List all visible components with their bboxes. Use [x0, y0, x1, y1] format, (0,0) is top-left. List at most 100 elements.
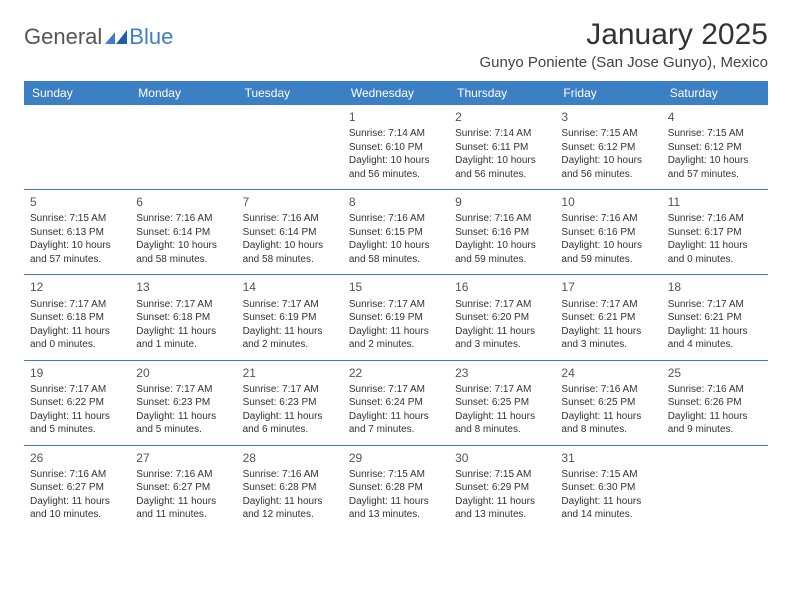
daylight-text: Daylight: 11 hours and 9 minutes. — [668, 410, 762, 437]
day-number: 14 — [243, 279, 337, 295]
sunset-text: Sunset: 6:12 PM — [561, 141, 655, 155]
sunset-text: Sunset: 6:23 PM — [136, 396, 230, 410]
calendar-day: 31Sunrise: 7:15 AMSunset: 6:30 PMDayligh… — [555, 446, 661, 530]
sunrise-text: Sunrise: 7:17 AM — [349, 383, 443, 397]
daylight-text: Daylight: 10 hours and 58 minutes. — [136, 239, 230, 266]
sunrise-text: Sunrise: 7:17 AM — [349, 298, 443, 312]
sunset-text: Sunset: 6:11 PM — [455, 141, 549, 155]
sunrise-text: Sunrise: 7:17 AM — [30, 383, 124, 397]
sunrise-text: Sunrise: 7:17 AM — [561, 298, 655, 312]
calendar-day: 27Sunrise: 7:16 AMSunset: 6:27 PMDayligh… — [130, 446, 236, 530]
day-number: 5 — [30, 194, 124, 210]
daylight-text: Daylight: 10 hours and 58 minutes. — [349, 239, 443, 266]
sunset-text: Sunset: 6:24 PM — [349, 396, 443, 410]
sunset-text: Sunset: 6:29 PM — [455, 481, 549, 495]
calendar-day: 25 Sunrise: 7:16 AMSunset: 6:26 PMDayligh… — [662, 361, 768, 445]
calendar-day: 9Sunrise: 7:16 AMSunset: 6:16 PMDaylight… — [449, 190, 555, 274]
calendar-day: 12Sunrise: 7:17 AMSunset: 6:18 PMDayligh… — [24, 275, 130, 359]
daylight-text: Daylight: 10 hours and 56 minutes. — [561, 154, 655, 181]
daylight-text: Daylight: 11 hours and 11 minutes. — [136, 495, 230, 522]
day-number: 28 — [243, 450, 337, 466]
calendar-day: 14Sunrise: 7:17 AMSunset: 6:19 PMDayligh… — [237, 275, 343, 359]
sunset-text: Sunset: 6:17 PM — [668, 226, 762, 240]
sunrise-text: Sunrise: 7:15 AM — [349, 468, 443, 482]
calendar-day: 6Sunrise: 7:16 AMSunset: 6:14 PMDaylight… — [130, 190, 236, 274]
day-number: 2 — [455, 109, 549, 125]
sunset-text: Sunset: 6:28 PM — [243, 481, 337, 495]
daylight-text: Daylight: 10 hours and 56 minutes. — [455, 154, 549, 181]
day-number: 19 — [30, 365, 124, 381]
daylight-text: Daylight: 11 hours and 13 minutes. — [349, 495, 443, 522]
calendar-day: 10Sunrise: 7:16 AMSunset: 6:16 PMDayligh… — [555, 190, 661, 274]
day-number: 6 — [136, 194, 230, 210]
daylight-text: Daylight: 10 hours and 59 minutes. — [455, 239, 549, 266]
calendar-day: 20Sunrise: 7:17 AMSunset: 6:23 PMDayligh… — [130, 361, 236, 445]
day-number: 29 — [349, 450, 443, 466]
daylight-text: Daylight: 10 hours and 56 minutes. — [349, 154, 443, 181]
sunset-text: Sunset: 6:10 PM — [349, 141, 443, 155]
daylight-text: Daylight: 10 hours and 57 minutes. — [668, 154, 762, 181]
calendar-header-row: Sunday Monday Tuesday Wednesday Thursday… — [24, 81, 768, 105]
day-number: 27 — [136, 450, 230, 466]
page-title: January 2025 — [480, 18, 769, 52]
sunrise-text: Sunrise: 7:16 AM — [30, 468, 124, 482]
daylight-text: Daylight: 11 hours and 8 minutes. — [455, 410, 549, 437]
logo-text-general: General — [24, 24, 102, 50]
logo: General Blue — [24, 24, 173, 50]
sunset-text: Sunset: 6:25 PM — [561, 396, 655, 410]
daylight-text: Daylight: 11 hours and 4 minutes. — [668, 325, 762, 352]
header-wednesday: Wednesday — [343, 81, 449, 105]
sunrise-text: Sunrise: 7:15 AM — [30, 212, 124, 226]
day-number: 3 — [561, 109, 655, 125]
calendar-day: 1Sunrise: 7:14 AMSunset: 6:10 PMDaylight… — [343, 105, 449, 189]
sunrise-text: Sunrise: 7:16 AM — [349, 212, 443, 226]
calendar-day: 19Sunrise: 7:17 AMSunset: 6:22 PMDayligh… — [24, 361, 130, 445]
day-number: 18 — [668, 279, 762, 295]
sunset-text: Sunset: 6:26 PM — [668, 396, 762, 410]
sunset-text: Sunset: 6:18 PM — [30, 311, 124, 325]
sunset-text: Sunset: 6:16 PM — [561, 226, 655, 240]
daylight-text: Daylight: 10 hours and 58 minutes. — [243, 239, 337, 266]
sunset-text: Sunset: 6:18 PM — [136, 311, 230, 325]
sunrise-text: Sunrise: 7:14 AM — [455, 127, 549, 141]
day-number: 22 — [349, 365, 443, 381]
sunrise-text: Sunrise: 7:16 AM — [243, 468, 337, 482]
day-number: 11 — [668, 194, 762, 210]
title-block: January 2025 Gunyo Poniente (San Jose Gu… — [480, 18, 769, 71]
sunrise-text: Sunrise: 7:16 AM — [668, 383, 762, 397]
calendar-day — [237, 105, 343, 189]
sunset-text: Sunset: 6:14 PM — [243, 226, 337, 240]
calendar-day: 26Sunrise: 7:16 AMSunset: 6:27 PMDayligh… — [24, 446, 130, 530]
day-number: 4 — [668, 109, 762, 125]
day-number: 13 — [136, 279, 230, 295]
sunrise-text: Sunrise: 7:16 AM — [561, 212, 655, 226]
daylight-text: Daylight: 11 hours and 1 minute. — [136, 325, 230, 352]
header-saturday: Saturday — [662, 81, 768, 105]
calendar-day: 8Sunrise: 7:16 AMSunset: 6:15 PMDaylight… — [343, 190, 449, 274]
header-tuesday: Tuesday — [237, 81, 343, 105]
logo-text-blue: Blue — [129, 24, 173, 50]
sunset-text: Sunset: 6:19 PM — [349, 311, 443, 325]
sunrise-text: Sunrise: 7:14 AM — [349, 127, 443, 141]
sunrise-text: Sunrise: 7:16 AM — [668, 212, 762, 226]
daylight-text: Daylight: 11 hours and 3 minutes. — [561, 325, 655, 352]
calendar-day — [24, 105, 130, 189]
sunrise-text: Sunrise: 7:17 AM — [243, 298, 337, 312]
calendar-day: 22Sunrise: 7:17 AMSunset: 6:24 PMDayligh… — [343, 361, 449, 445]
calendar-week: 19Sunrise: 7:17 AMSunset: 6:22 PMDayligh… — [24, 361, 768, 446]
day-number: 7 — [243, 194, 337, 210]
calendar-day: 15Sunrise: 7:17 AMSunset: 6:19 PMDayligh… — [343, 275, 449, 359]
sunrise-text: Sunrise: 7:15 AM — [561, 127, 655, 141]
sunrise-text: Sunrise: 7:15 AM — [455, 468, 549, 482]
calendar-day: 29Sunrise: 7:15 AMSunset: 6:28 PMDayligh… — [343, 446, 449, 530]
day-number: 24 — [561, 365, 655, 381]
day-number: 25 — [668, 365, 762, 381]
day-number: 17 — [561, 279, 655, 295]
sunset-text: Sunset: 6:14 PM — [136, 226, 230, 240]
calendar-day: 17Sunrise: 7:17 AMSunset: 6:21 PMDayligh… — [555, 275, 661, 359]
day-number: 12 — [30, 279, 124, 295]
calendar-day: 18Sunrise: 7:17 AMSunset: 6:21 PMDayligh… — [662, 275, 768, 359]
calendar-day — [662, 446, 768, 530]
day-number: 10 — [561, 194, 655, 210]
daylight-text: Daylight: 11 hours and 10 minutes. — [30, 495, 124, 522]
